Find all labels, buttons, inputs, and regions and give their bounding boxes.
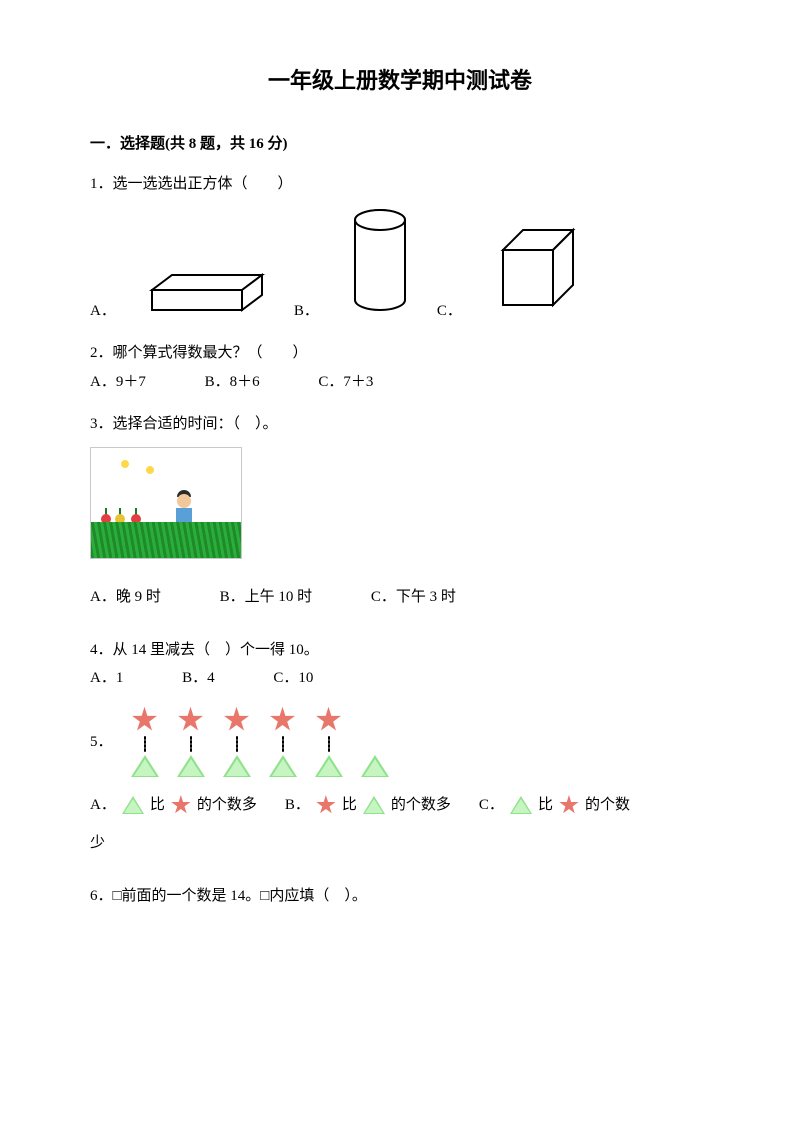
q3-opt-c: C．下午 3 时 [371, 583, 456, 612]
star-icon [132, 707, 158, 733]
question-3: 3．选择合适的时间：（ ）。 A．晚 9 时 B．上午 10 时 C．下午 3 … [90, 410, 710, 612]
page-title: 一年级上册数学期中测试卷 [90, 60, 710, 102]
page: 一年级上册数学期中测试卷 一．选择题(共 8 题，共 16 分) 1．选一选选出… [0, 0, 800, 1132]
q1-label-a: A． [90, 297, 116, 326]
q5-tail: 的个数 [585, 791, 630, 820]
question-4-options: A．1 B．4 C．10 [90, 664, 710, 693]
q4-opt-c: C．10 [273, 664, 313, 693]
star-icon [224, 707, 250, 733]
q3-opt-a: A．晚 9 时 [90, 583, 161, 612]
question-4-text: 4．从 14 里减去（ ）个一得 10。 [90, 636, 710, 665]
q2-opt-b: B．8＋6 [205, 368, 260, 397]
triangle-icon [269, 755, 297, 777]
dotted-connector [190, 736, 192, 752]
triangle-icon [177, 755, 205, 777]
star-icon [316, 707, 342, 733]
triangle-icon [122, 796, 144, 814]
triangle-icon [363, 796, 385, 814]
star-icon [559, 795, 579, 815]
q5-col-1 [131, 707, 159, 777]
q4-opt-a: A．1 [90, 664, 123, 693]
q5-tail: 的个数多 [391, 791, 451, 820]
triangle-icon [223, 755, 251, 777]
question-1: 1．选一选选出正方体（ ） A． B． C． [90, 170, 710, 325]
q5-opt-a: A． 比 的个数多 [90, 791, 257, 820]
q5a-pre: A． [90, 791, 116, 820]
question-5-options: A． 比 的个数多 B． 比 的个数多 C． 比 的个数 [90, 791, 710, 820]
question-4: 4．从 14 里减去（ ）个一得 10。 A．1 B．4 C．10 [90, 636, 710, 693]
q3-opt-b: B．上午 10 时 [220, 583, 313, 612]
q5c-pre: C． [479, 791, 504, 820]
triangle-icon [361, 755, 389, 777]
question-3-text: 3．选择合适的时间：（ ）。 [90, 410, 710, 439]
star-icon [316, 795, 336, 815]
question-1-text: 1．选一选选出正方体（ ） [90, 170, 710, 199]
star-icon [178, 707, 204, 733]
q2-opt-a: A．9＋7 [90, 368, 146, 397]
question-2: 2．哪个算式得数最大？（ ） A．9＋7 B．8＋6 C．7＋3 [90, 339, 710, 396]
q5b-pre: B． [285, 791, 310, 820]
star-icon [270, 707, 296, 733]
question-2-text: 2．哪个算式得数最大？（ ） [90, 339, 710, 368]
triangle-icon [131, 755, 159, 777]
q5-col-5 [315, 707, 343, 777]
dotted-connector [328, 736, 330, 752]
q1-label-b: B． [294, 297, 319, 326]
q5-bi: 比 [538, 791, 553, 820]
q5-col-6 [361, 707, 389, 777]
question-3-image [90, 447, 710, 570]
question-1-options: A． B． C． [90, 205, 710, 326]
dotted-connector [144, 736, 146, 752]
cylinder-icon [345, 205, 415, 326]
q1-label-c: C． [437, 297, 462, 326]
question-2-options: A．9＋7 B．8＋6 C．7＋3 [90, 368, 710, 397]
q4-opt-b: B．4 [182, 664, 215, 693]
q5-opt-b: B． 比 的个数多 [285, 791, 451, 820]
dotted-connector [282, 736, 284, 752]
question-6: 6．□前面的一个数是 14。□内应填（ ）。 [90, 882, 710, 911]
q5-col-2 [177, 707, 205, 777]
q5-tail: 的个数多 [197, 791, 257, 820]
section-heading: 一．选择题(共 8 题，共 16 分) [90, 130, 710, 159]
q5-label: 5． [90, 728, 113, 757]
q5-col-3 [223, 707, 251, 777]
garden-boy-illustration [90, 447, 242, 559]
triangle-icon [510, 796, 532, 814]
question-6-text: 6．□前面的一个数是 14。□内应填（ ）。 [90, 882, 710, 911]
triangle-icon [315, 755, 343, 777]
cube-icon [488, 215, 588, 326]
q5-shao: 少 [90, 829, 710, 858]
q5-opt-c: C． 比 的个数 [479, 791, 630, 820]
question-5: 5． A． 比 的个数多 B． 比 [90, 707, 710, 858]
star-icon [171, 795, 191, 815]
question-3-options: A．晚 9 时 B．上午 10 时 C．下午 3 时 [90, 583, 710, 612]
q5-col-4 [269, 707, 297, 777]
dotted-connector [236, 736, 238, 752]
cuboid-icon [142, 260, 272, 326]
q5-figure [131, 707, 389, 777]
q5-bi: 比 [150, 791, 165, 820]
q2-opt-c: C．7＋3 [318, 368, 373, 397]
q5-bi: 比 [342, 791, 357, 820]
